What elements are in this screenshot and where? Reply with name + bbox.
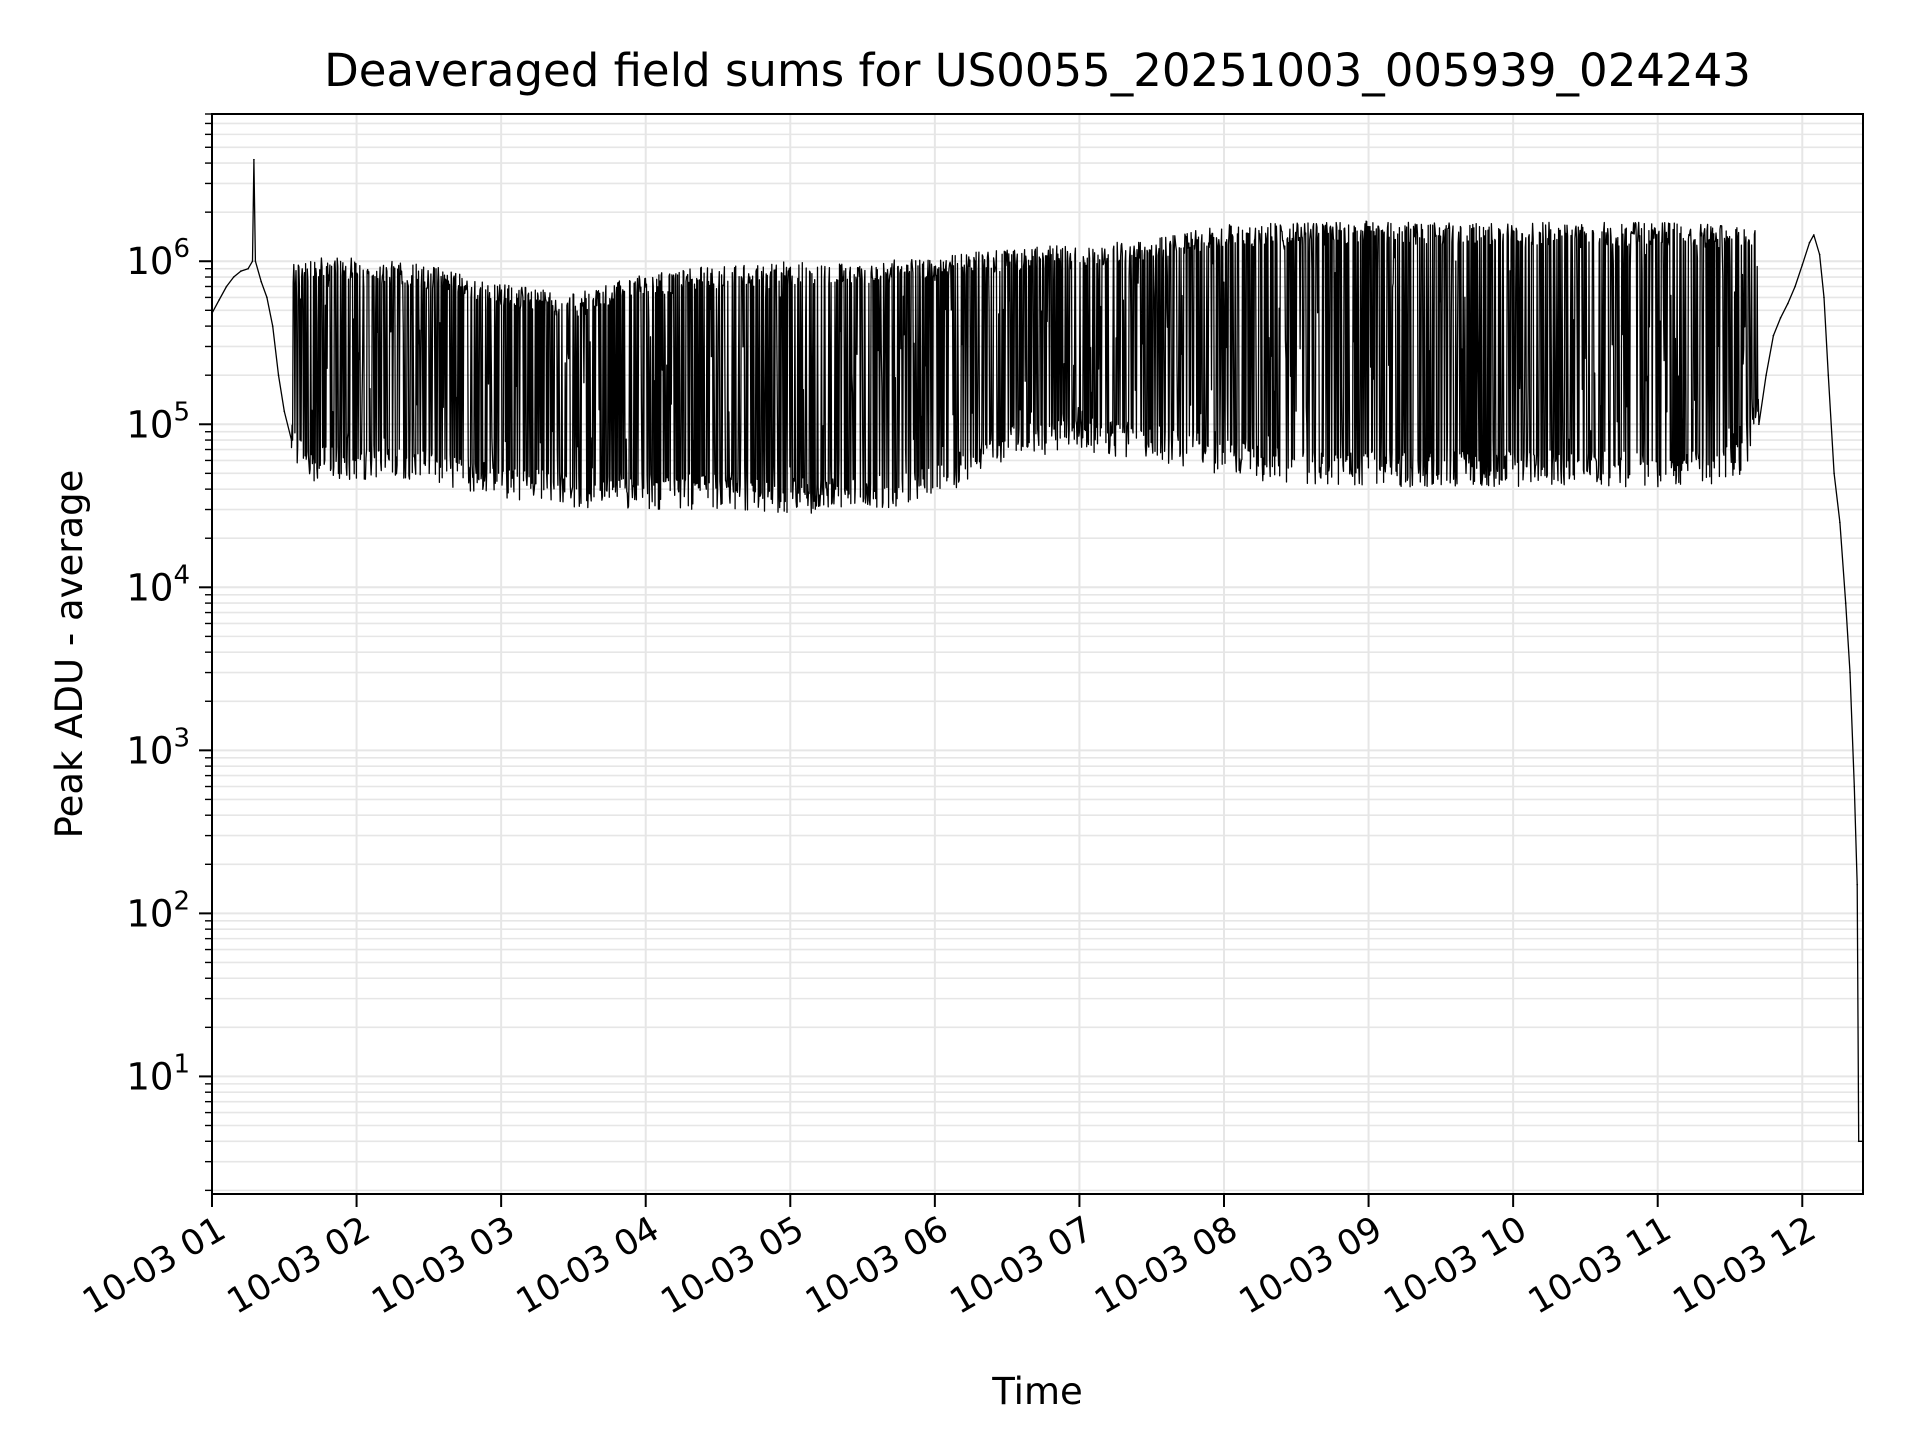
y-tick-label: 101 [126, 1049, 190, 1098]
data-point [1813, 234, 1815, 236]
data-point [1808, 241, 1811, 244]
data-point [218, 299, 221, 301]
y-tick-label: 102 [126, 886, 190, 935]
data-point [1833, 472, 1835, 475]
y-tick-base: 10 [126, 1055, 173, 1098]
y-tick-exponent: 5 [173, 397, 190, 427]
y-tick-exponent: 2 [173, 886, 190, 916]
data-point [1765, 374, 1767, 376]
data-point [254, 260, 257, 263]
series-group [211, 158, 1864, 1143]
data-point [1801, 264, 1804, 266]
data-point [1856, 883, 1859, 886]
data-point [1772, 334, 1775, 337]
data-point [1818, 253, 1821, 256]
y-tick-base: 10 [126, 240, 173, 283]
y-tick-base: 10 [126, 729, 173, 772]
data-point [1853, 785, 1856, 788]
y-tick-label: 104 [126, 560, 190, 609]
data-point [247, 267, 249, 270]
series-line-peak-adu [211, 158, 1863, 1142]
data-point [1758, 423, 1760, 426]
data-point [1844, 602, 1847, 604]
data-point [1839, 521, 1841, 524]
data-point [1787, 302, 1789, 305]
data-point [283, 410, 286, 413]
y-tick-base: 10 [126, 403, 173, 446]
data-point [290, 439, 293, 441]
plot-frame [211, 113, 1864, 1195]
y-tick-exponent: 1 [173, 1049, 190, 1079]
chart-title: Deaveraged field sums for US0055_2025100… [324, 44, 1751, 97]
data-point [1779, 316, 1782, 319]
y-tick-label: 103 [126, 723, 190, 772]
x-axis-label: Time [991, 1370, 1083, 1413]
y-tick-base: 10 [126, 892, 173, 935]
data-point [1827, 374, 1830, 376]
data-point [232, 276, 235, 278]
y-axis-label: Peak ADU - average [48, 470, 91, 839]
data-point [260, 280, 262, 283]
y-tick-label: 106 [126, 234, 190, 283]
data-point [251, 260, 254, 263]
data-point [240, 270, 242, 272]
data-point [1857, 1140, 1860, 1143]
y-tick-label: 105 [126, 397, 190, 446]
data-point [1823, 296, 1825, 299]
data-point [1849, 671, 1851, 674]
data-point [253, 158, 255, 161]
y-tick-exponent: 6 [173, 234, 190, 264]
y-tick-base: 10 [126, 566, 173, 609]
y-tick-exponent: 3 [173, 723, 190, 753]
data-point [266, 296, 268, 299]
data-point [271, 325, 274, 327]
data-point [277, 374, 280, 376]
y-tick-exponent: 4 [173, 560, 190, 590]
data-point [225, 285, 228, 288]
data-point [1794, 285, 1796, 288]
